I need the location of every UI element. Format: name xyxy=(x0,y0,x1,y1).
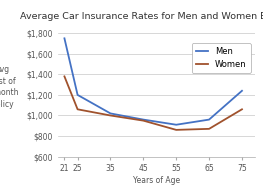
Women xyxy=(175,129,178,131)
Women xyxy=(109,114,112,117)
Title: Average Car Insurance Rates for Men and Women By Age: Average Car Insurance Rates for Men and … xyxy=(20,12,263,21)
Y-axis label: Avg
cost of
6-month
policy: Avg cost of 6-month policy xyxy=(0,65,19,109)
Line: Men: Men xyxy=(64,38,242,125)
Men xyxy=(63,37,66,40)
Legend: Men, Women: Men, Women xyxy=(192,43,251,73)
Men xyxy=(142,118,145,121)
X-axis label: Years of Age: Years of Age xyxy=(133,176,180,185)
Women xyxy=(76,108,79,110)
Men xyxy=(240,90,244,92)
Women xyxy=(142,120,145,122)
Men xyxy=(175,124,178,126)
Women xyxy=(240,108,244,110)
Men xyxy=(208,118,211,121)
Women xyxy=(63,75,66,78)
Men xyxy=(76,94,79,96)
Women xyxy=(208,128,211,130)
Men xyxy=(109,112,112,115)
Line: Women: Women xyxy=(64,76,242,130)
